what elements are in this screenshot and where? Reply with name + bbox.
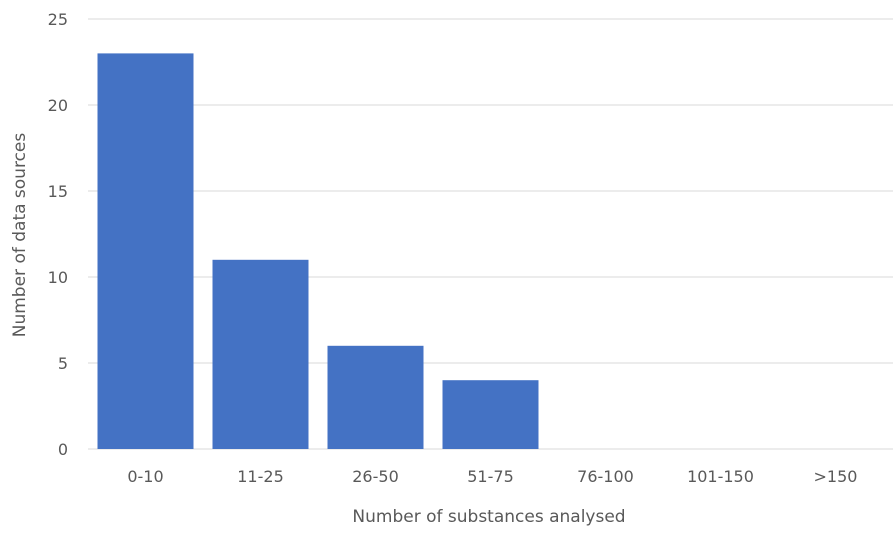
y-axis-ticks: 0 5 10 15 20 25 bbox=[48, 10, 68, 459]
bar-51-75 bbox=[442, 380, 539, 449]
x-tick-label: 51-75 bbox=[467, 467, 514, 486]
y-tick-label: 10 bbox=[48, 268, 68, 287]
x-tick-label: 76-100 bbox=[577, 467, 634, 486]
y-tick-label: 20 bbox=[48, 96, 68, 115]
bars bbox=[97, 53, 539, 450]
y-tick-label: 5 bbox=[58, 354, 68, 373]
y-tick-label: 0 bbox=[58, 440, 68, 459]
x-axis-ticks: 0-10 11-25 26-50 51-75 76-100 101-150 >150 bbox=[127, 467, 857, 486]
x-tick-label: 26-50 bbox=[352, 467, 399, 486]
x-tick-label: 11-25 bbox=[237, 467, 284, 486]
x-axis-title: Number of substances analysed bbox=[352, 507, 625, 527]
y-axis-title: Number of data sources bbox=[10, 133, 30, 338]
y-tick-label: 25 bbox=[48, 10, 68, 29]
y-tick-label: 15 bbox=[48, 182, 68, 201]
bar-26-50 bbox=[327, 345, 424, 449]
x-tick-label: 0-10 bbox=[127, 467, 163, 486]
bar-0-10 bbox=[97, 53, 194, 450]
x-tick-label: >150 bbox=[814, 467, 858, 486]
bar-11-25 bbox=[212, 259, 309, 449]
x-tick-label: 101-150 bbox=[687, 467, 754, 486]
